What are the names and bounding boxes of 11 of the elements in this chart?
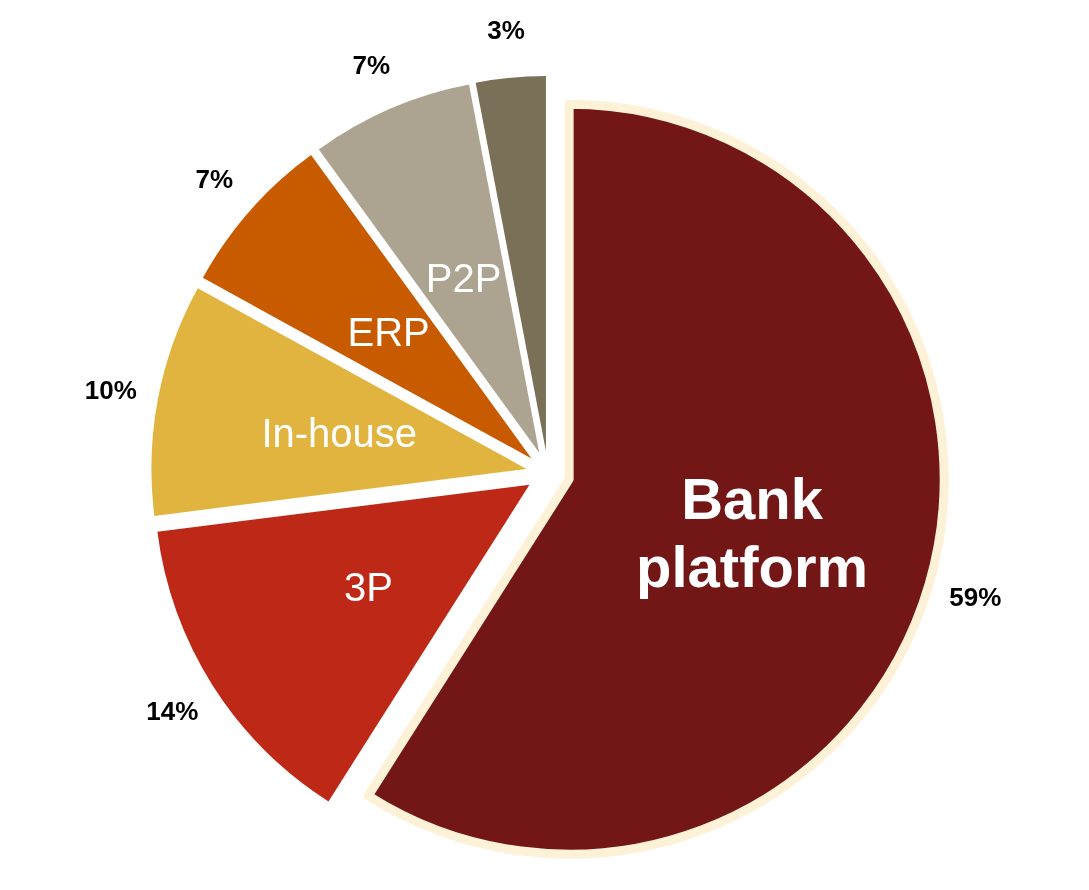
slice-label: Bank platform [636,465,869,599]
slice-label: 3P [344,564,394,609]
slice-label: P2P [425,255,502,300]
data-label: 3% [487,14,525,45]
data-label: 7% [195,163,233,194]
slice-label: In-house [261,411,418,456]
data-label: 14% [146,696,199,727]
data-label: 10% [84,374,137,405]
slice-label: ERP [347,310,430,355]
data-label: 59% [949,582,1002,613]
data-label: 7% [352,49,391,80]
